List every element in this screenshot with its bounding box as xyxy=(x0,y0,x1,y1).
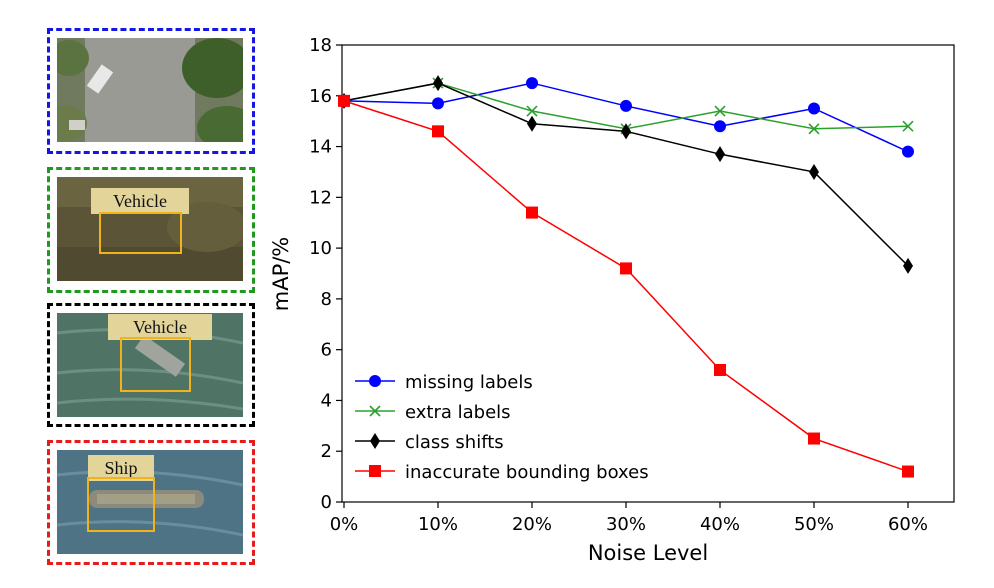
y-tick-label: 0 xyxy=(321,492,332,513)
data-point xyxy=(902,120,914,132)
y-tick-label: 14 xyxy=(309,137,332,158)
data-point xyxy=(620,99,632,112)
data-point xyxy=(526,105,538,117)
panel-extra-labels xyxy=(47,167,255,293)
line-chart: 0 2 4 6 8 10 12 14 16 18 0% 10% 20% 30% 40% 50% 60% Noi… xyxy=(269,35,955,565)
x-tick-label: 10% xyxy=(418,514,458,535)
data-point xyxy=(808,102,820,115)
chart-legend: missing labels extra labels class shifts in… xyxy=(355,372,649,483)
x-tick-label: 20% xyxy=(512,514,552,535)
data-point xyxy=(432,125,444,138)
plot-area xyxy=(341,44,955,503)
data-point xyxy=(808,432,820,445)
y-axis-label: mAP/% xyxy=(269,237,293,312)
aerial-field-picture xyxy=(57,177,243,281)
legend-marker xyxy=(369,405,381,417)
x-tick-label: 60% xyxy=(888,514,928,535)
data-point xyxy=(714,120,726,133)
y-tick-label: 12 xyxy=(309,187,332,208)
data-point xyxy=(527,115,537,132)
data-point xyxy=(715,146,725,163)
y-tick-label: 18 xyxy=(309,35,332,56)
x-tick-label: 40% xyxy=(700,514,740,535)
panel-class-shifts xyxy=(47,303,255,427)
legend-label: extra labels xyxy=(405,402,511,423)
data-point xyxy=(526,77,538,90)
y-tick-label: 6 xyxy=(321,340,332,361)
data-point xyxy=(433,75,443,92)
data-point xyxy=(714,105,726,117)
plot-frame xyxy=(341,44,955,503)
x-tick-label: 0% xyxy=(330,514,359,535)
data-point xyxy=(809,163,819,180)
x-tick-label: 30% xyxy=(606,514,646,535)
ship-tag: Ship xyxy=(88,455,154,481)
y-tick-label: 10 xyxy=(309,238,332,259)
legend-marker xyxy=(369,465,381,477)
series-inaccurate-bounding-boxes xyxy=(338,94,914,478)
legend-marker xyxy=(369,375,381,387)
vehicle-tag-2: Vehicle xyxy=(108,314,212,340)
bounding-box-2 xyxy=(120,337,191,392)
legend-label: inaccurate bounding boxes xyxy=(405,462,649,483)
y-tick-label: 2 xyxy=(321,441,332,462)
y-axis-ticks: 0 2 4 6 8 10 12 14 16 18 xyxy=(309,35,342,513)
aerial-image-field xyxy=(57,177,243,281)
series-line xyxy=(343,82,909,153)
aerial-road-picture xyxy=(57,38,243,142)
series-layer xyxy=(338,75,914,478)
data-point xyxy=(338,94,350,107)
data-point xyxy=(902,465,914,478)
aerial-image-road xyxy=(57,38,243,142)
vehicle-tag-1: Vehicle xyxy=(91,188,189,214)
y-tick-label: 4 xyxy=(321,390,332,411)
y-tick-label: 8 xyxy=(321,289,332,310)
bounding-box-1 xyxy=(99,212,182,254)
data-point xyxy=(714,363,726,376)
data-point xyxy=(902,145,914,158)
series-missing-labels xyxy=(338,77,914,158)
y-tick-label: 16 xyxy=(309,86,332,107)
legend-marker xyxy=(370,433,380,449)
legend-label: class shifts xyxy=(405,432,504,453)
legend-label: missing labels xyxy=(405,372,533,393)
data-point xyxy=(526,206,538,219)
x-axis-label: Noise Level xyxy=(588,541,708,565)
data-point xyxy=(808,123,820,135)
data-point xyxy=(903,257,913,274)
x-tick-label: 50% xyxy=(794,514,834,535)
data-point xyxy=(432,97,444,110)
x-axis-ticks: 0% 10% 20% 30% 40% 50% 60% xyxy=(330,502,928,535)
panel-missing-labels xyxy=(47,28,255,154)
bounding-box-3 xyxy=(87,477,155,532)
data-point xyxy=(621,123,631,140)
panel-inaccurate-boxes xyxy=(47,440,255,565)
data-point xyxy=(620,262,632,275)
